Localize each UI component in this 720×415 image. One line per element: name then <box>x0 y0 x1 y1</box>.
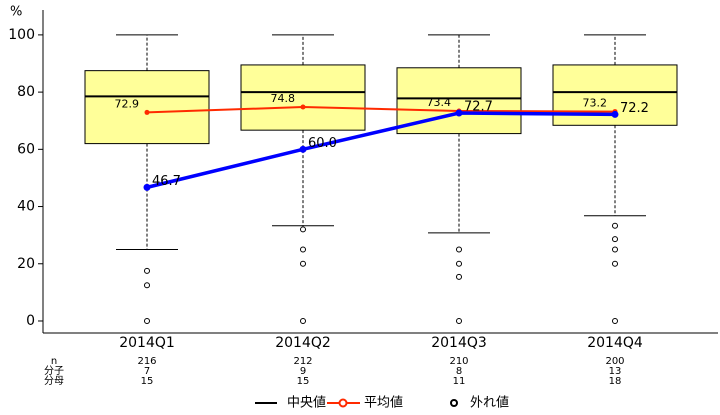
legend-outlier-label: 外れ値 <box>470 395 509 411</box>
table-cell: 11 <box>453 376 466 387</box>
table-cell: 210 <box>449 356 468 367</box>
x-tick-label: 2014Q3 <box>431 335 487 351</box>
outlier <box>144 317 150 324</box>
rate-label: 72.7 <box>464 99 493 114</box>
table-cell: 15 <box>141 376 154 387</box>
x-tick-label: 2014Q4 <box>587 335 643 351</box>
rate-label: 72.2 <box>620 101 649 116</box>
table-row-label: 分子 <box>44 365 64 377</box>
rate-label: 46.7 <box>152 174 181 189</box>
y-tick-label: 0 <box>26 313 35 329</box>
mean-label: 73.4 <box>427 96 452 109</box>
rate-label: 60.0 <box>308 136 337 151</box>
mean-label: 74.8 <box>271 92 296 105</box>
table-cell: 9 <box>300 366 306 377</box>
y-tick-label: 20 <box>17 256 35 272</box>
outlier <box>612 317 618 324</box>
y-tick-label: 40 <box>17 199 35 215</box>
box <box>240 64 366 131</box>
legend-outlier-key <box>450 399 458 407</box>
table-cell: 200 <box>605 356 624 367</box>
legend-median-label: 中央値 <box>287 395 326 411</box>
x-tick-label: 2014Q1 <box>119 335 175 351</box>
outlier <box>612 236 618 243</box>
outlier <box>612 246 618 253</box>
rate-point <box>143 183 151 191</box>
outlier <box>612 260 618 267</box>
table-cell: 18 <box>609 376 622 387</box>
table-cell: 8 <box>456 366 462 377</box>
mean-point <box>300 104 306 110</box>
table-cell: 7 <box>144 366 150 377</box>
legend-mean-dot <box>338 398 348 408</box>
table-cell: 216 <box>137 356 156 367</box>
table-cell: 15 <box>297 376 310 387</box>
mean-label: 73.2 <box>583 97 608 110</box>
table-cell: 212 <box>293 356 312 367</box>
x-tick-label: 2014Q2 <box>275 335 331 351</box>
outlier <box>300 260 306 267</box>
outlier <box>144 282 150 289</box>
mean-point <box>144 109 150 115</box>
y-axis-label: % <box>10 5 22 20</box>
table-row-label: n <box>51 356 57 367</box>
outlier <box>456 246 462 253</box>
mean-line <box>146 105 616 114</box>
outlier <box>456 317 462 324</box>
rate-point <box>611 110 619 118</box>
legend-mean-label: 平均値 <box>364 395 403 411</box>
rate-line <box>146 111 616 190</box>
mean-label: 72.9 <box>115 97 140 110</box>
outlier <box>300 317 306 324</box>
y-tick-label: 80 <box>17 84 35 100</box>
outlier <box>456 273 462 280</box>
outlier <box>456 260 462 267</box>
rate-point <box>455 109 463 117</box>
table-row-label: 分母 <box>44 375 64 387</box>
outlier <box>300 246 306 253</box>
y-tick-label: 60 <box>17 141 35 157</box>
outlier <box>612 222 618 229</box>
table-cell: 13 <box>609 366 622 377</box>
box <box>84 70 210 145</box>
rate-point <box>299 145 307 153</box>
y-tick-label: 100 <box>8 27 35 43</box>
outlier <box>144 267 150 274</box>
outlier <box>300 226 306 233</box>
